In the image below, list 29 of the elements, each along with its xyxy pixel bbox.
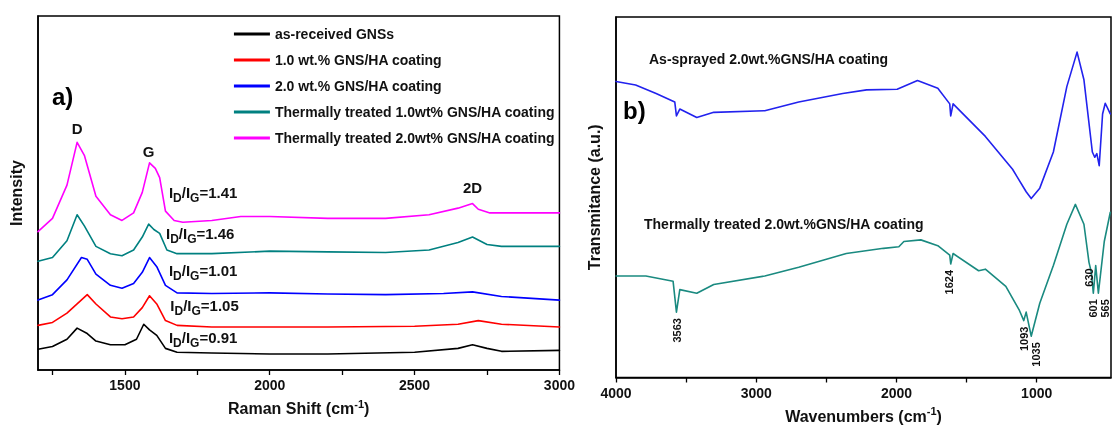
x-tick-label: 2500 — [399, 377, 431, 393]
annotation: 3563 — [671, 318, 684, 343]
legend-label: 1.0 wt.% GNS/HA coating — [274, 52, 442, 68]
annotation: 1035 — [1029, 342, 1042, 367]
annotation: b) — [623, 96, 646, 124]
annotation: 601 — [1086, 299, 1099, 318]
legend-label: Thermally treated 2.0wt% GNS/HA coating — [274, 130, 555, 146]
x-tick-label: 3000 — [740, 384, 773, 401]
x-tick-label: 2000 — [880, 384, 913, 401]
x-tick-label: 1500 — [109, 377, 141, 393]
x-tick-label: 4000 — [600, 384, 632, 401]
y-axis-title: Intensity — [7, 160, 25, 226]
legend-label: Thermally treated 1.0wt% GNS/HA coating — [274, 104, 555, 120]
y-axis-title: Transmitance (a.u.) — [585, 124, 603, 271]
text: a) — [52, 82, 74, 110]
series-label: Thermally treated 2.0wt.%GNS/HA coating — [644, 216, 924, 232]
annotation: G — [142, 142, 155, 160]
annotation: 565 — [1098, 299, 1111, 318]
annotation: 630 — [1082, 268, 1095, 287]
legend-label: as-received GNSs — [274, 26, 395, 42]
x-tick-label: 3000 — [543, 377, 576, 393]
legend-label: 2.0 wt.% GNS/HA coating — [274, 78, 442, 94]
annotation: 1624 — [943, 269, 956, 295]
series-label: As-sprayed 2.0wt.%GNS/HA coating — [649, 51, 889, 67]
text: D — [71, 120, 83, 138]
annotation: 2D — [462, 179, 483, 197]
x-tick-label: 2000 — [254, 377, 286, 393]
x-tick-label: 1000 — [1021, 384, 1053, 401]
annotation: 1093 — [1017, 326, 1030, 352]
